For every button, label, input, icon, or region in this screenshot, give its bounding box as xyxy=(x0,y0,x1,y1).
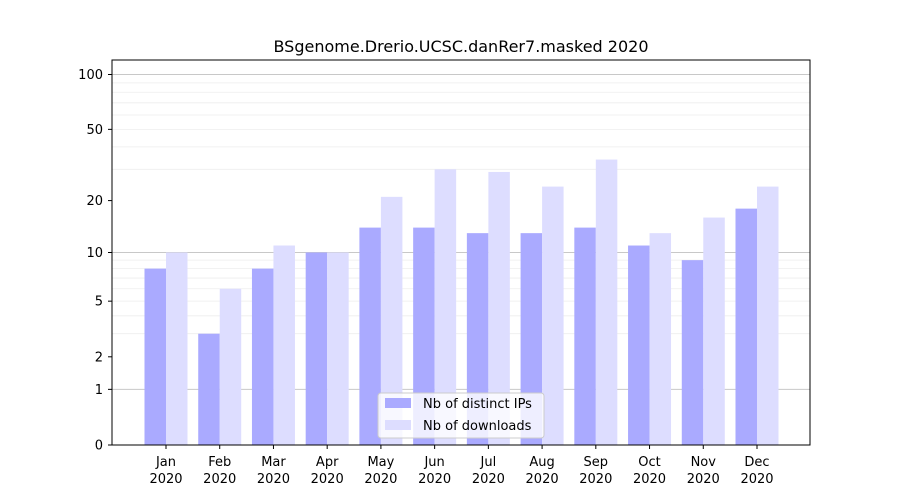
bar-distinct-ips xyxy=(735,208,757,445)
bar-downloads xyxy=(542,186,564,445)
x-tick-label: Mar 2020 xyxy=(257,455,290,487)
grid-lines xyxy=(112,74,810,390)
y-tick-label: 0 xyxy=(95,439,103,454)
bar-distinct-ips xyxy=(520,233,543,445)
y-tick-label: 10 xyxy=(86,246,103,261)
bars xyxy=(144,159,779,445)
bar-distinct-ips xyxy=(413,227,435,445)
bar-distinct-ips xyxy=(466,233,489,445)
bar-downloads xyxy=(219,288,242,445)
bar-downloads xyxy=(327,252,349,445)
x-tick-label: Nov 2020 xyxy=(687,455,720,487)
y-axis: 0 1 2 5 10 20 50 100 xyxy=(78,68,112,454)
bar-distinct-ips xyxy=(628,245,650,445)
bar-downloads xyxy=(757,186,779,445)
bar-downloads xyxy=(649,233,672,445)
chart-title: BSgenome.Drerio.UCSC.danRer7.masked 2020 xyxy=(273,37,648,56)
x-tick-label: Oct 2020 xyxy=(633,455,666,487)
legend: Nb of distinct IPs Nb of downloads xyxy=(377,392,545,439)
legend-swatch-distinct-ips xyxy=(385,398,411,408)
bar-downloads xyxy=(488,171,510,445)
y-tick-label: 20 xyxy=(86,194,103,209)
x-tick-label: Aug 2020 xyxy=(526,455,559,487)
legend-label-downloads: Nb of downloads xyxy=(423,419,532,434)
bar-downloads xyxy=(166,252,188,445)
bar-downloads xyxy=(595,159,618,445)
x-tick-label: Jun 2020 xyxy=(418,455,451,487)
y-tick-label: 100 xyxy=(78,68,103,83)
y-tick-label: 5 xyxy=(95,295,103,310)
bar-downloads xyxy=(380,196,403,445)
y-tick-label: 2 xyxy=(95,350,103,365)
legend-box xyxy=(377,392,545,439)
bar-distinct-ips xyxy=(574,227,596,445)
bar-distinct-ips xyxy=(198,333,220,445)
y-tick-label: 1 xyxy=(95,383,103,398)
x-tick-label: Jan 2020 xyxy=(149,455,182,487)
legend-label-distinct-ips: Nb of distinct IPs xyxy=(423,397,532,412)
bar-distinct-ips xyxy=(305,252,328,445)
x-tick-label: Feb 2020 xyxy=(203,455,236,487)
x-axis: Jan 2020 Feb 2020 Mar 2020 Apr 2020 May 2020 Jun 20… xyxy=(149,445,774,487)
x-tick-label: May 2020 xyxy=(364,455,397,487)
bar-distinct-ips xyxy=(251,268,274,445)
x-tick-label: Dec 2020 xyxy=(740,455,773,487)
x-tick-label: Jul 2020 xyxy=(472,455,505,487)
x-tick-label: Apr 2020 xyxy=(311,455,344,487)
bar-downloads xyxy=(703,217,725,445)
bar-distinct-ips xyxy=(359,227,381,445)
bar-downloads xyxy=(273,245,295,445)
bar-distinct-ips xyxy=(144,268,166,445)
y-tick-label: 50 xyxy=(86,123,103,138)
bar-downloads xyxy=(434,169,457,445)
legend-swatch-downloads xyxy=(385,420,411,430)
bar-distinct-ips xyxy=(681,260,704,445)
x-tick-label: Sep 2020 xyxy=(579,455,612,487)
